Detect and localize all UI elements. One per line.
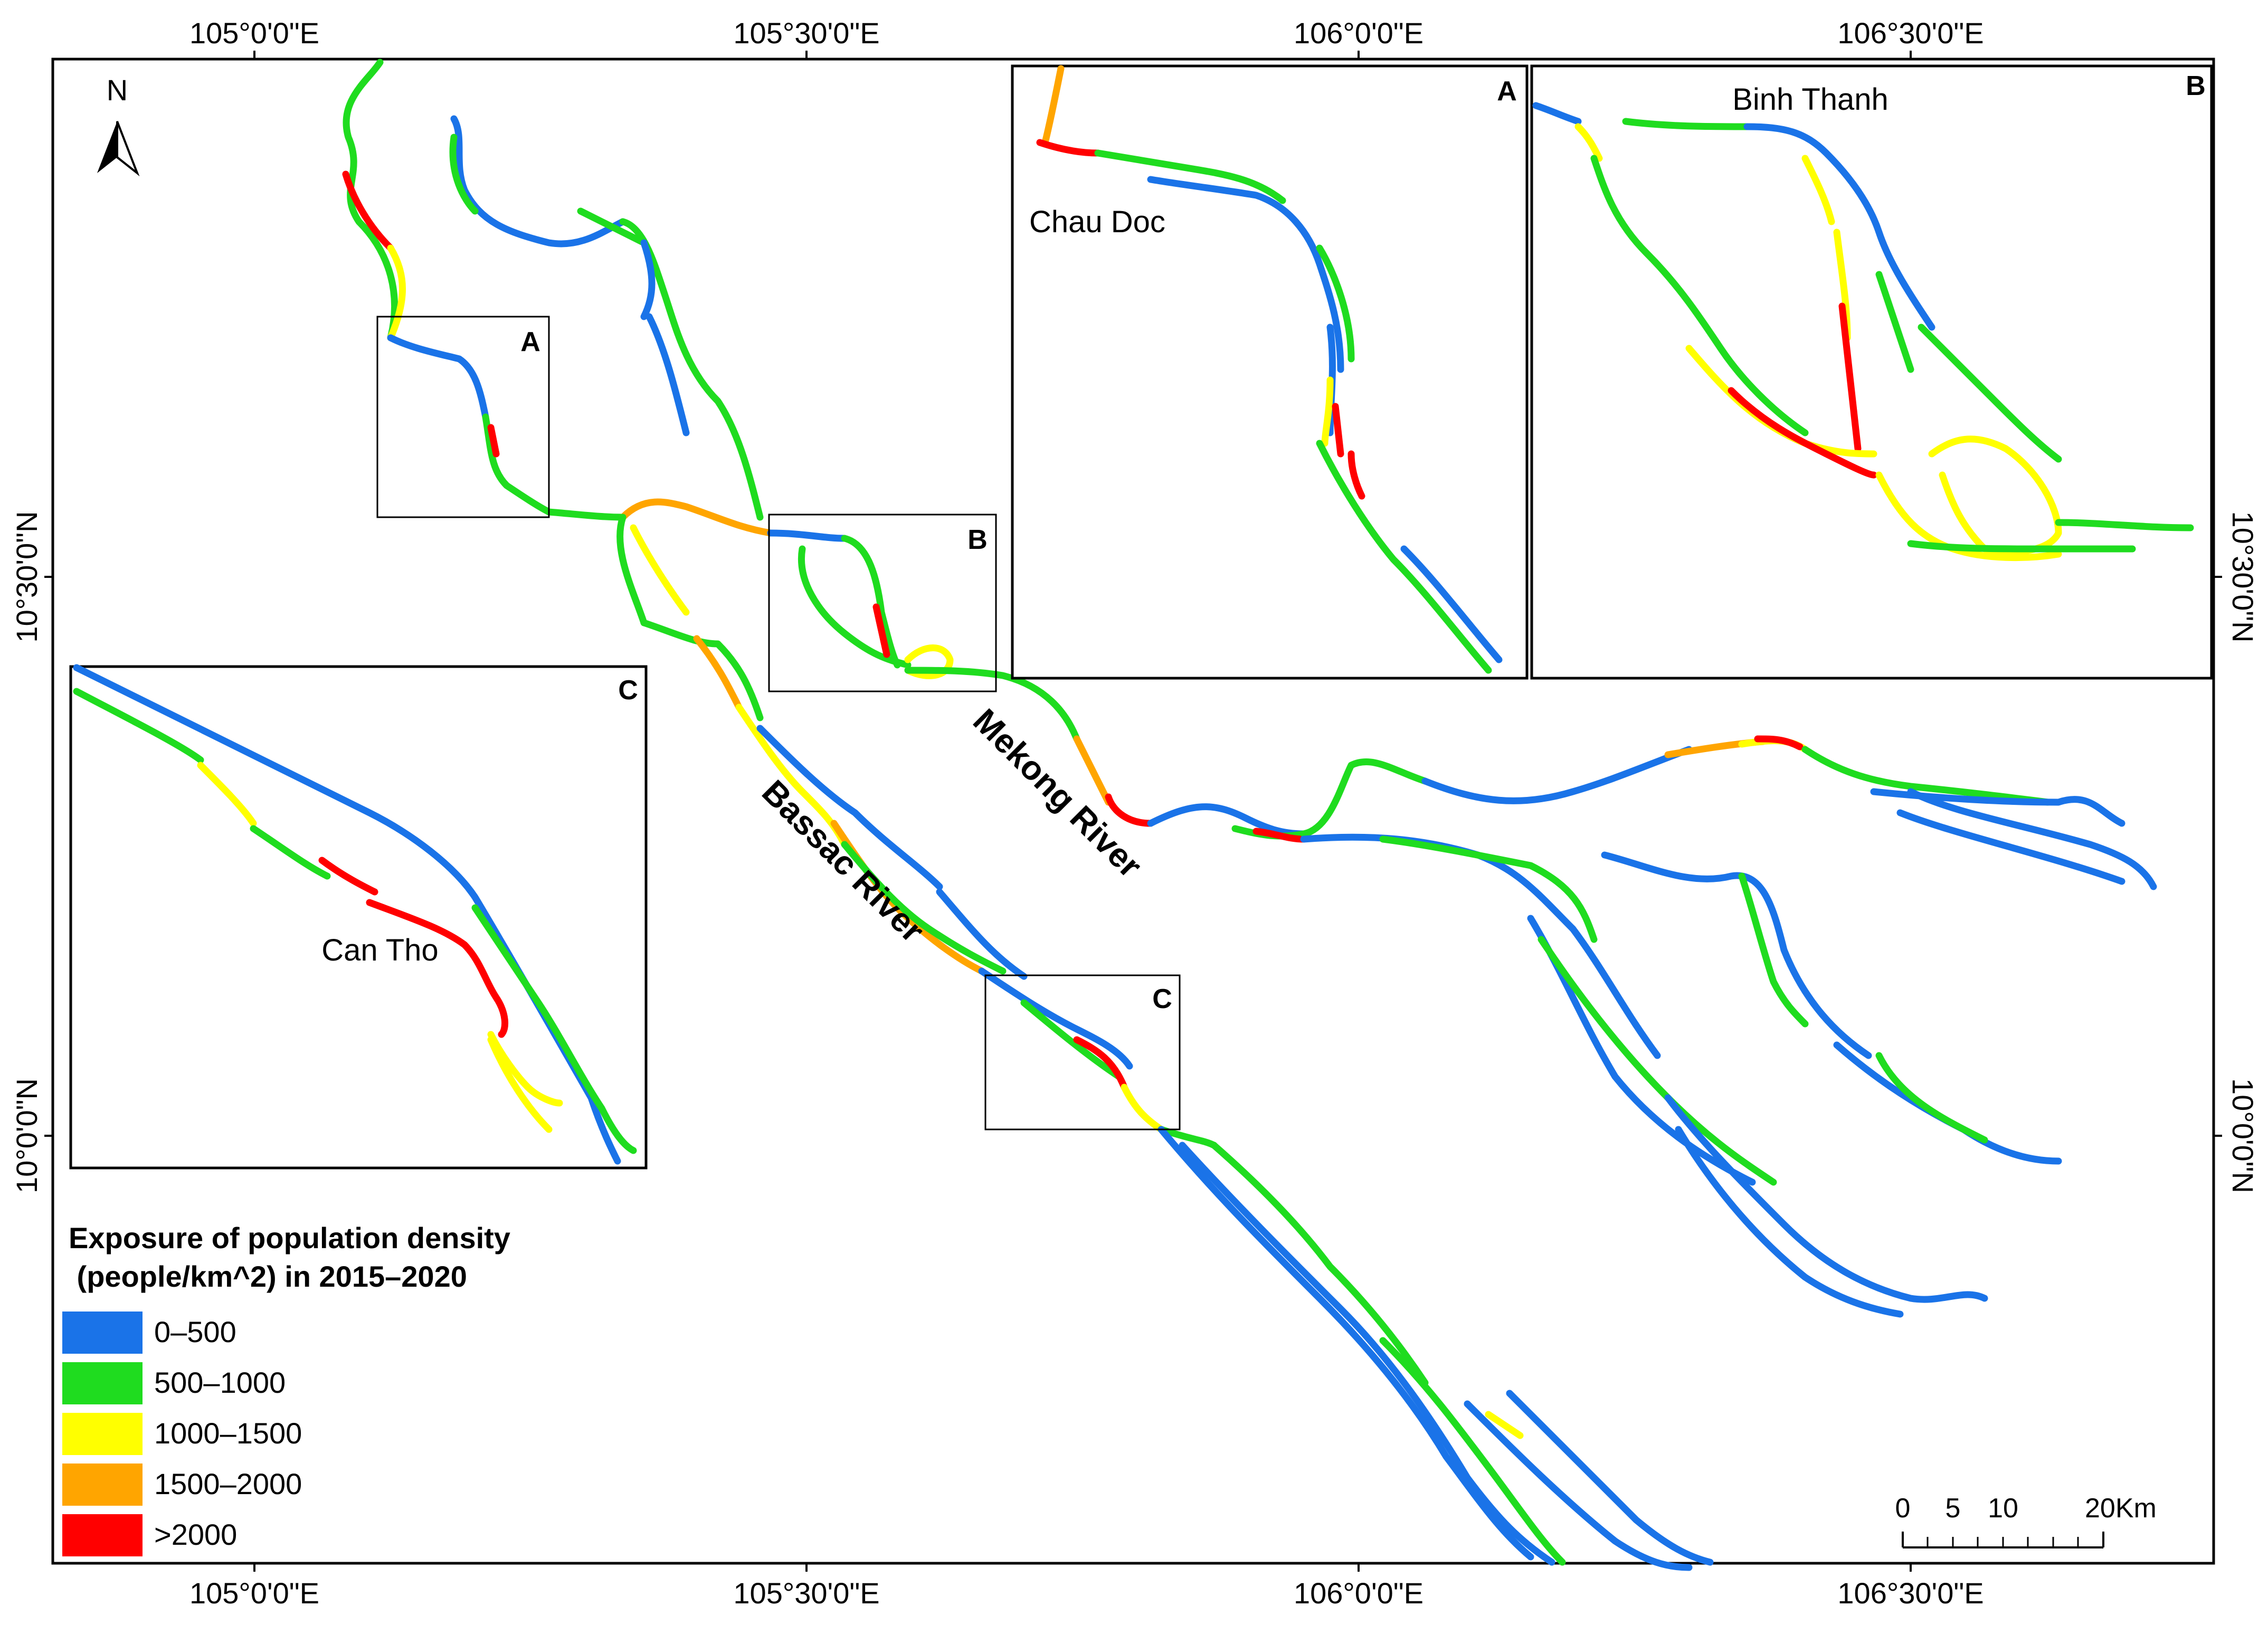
legend: Exposure of population density (people/k… (62, 1221, 510, 1556)
scale-label-20: 20Km (2085, 1493, 2157, 1524)
extent-box-a (376, 316, 550, 518)
longitude-ticks-top: 105°0'0"E 105°30'0"E 106°0'0"E 106°30'0"… (189, 16, 1984, 59)
inset-a-letter: A (1497, 76, 1517, 107)
scale-label-5: 5 (1946, 1493, 1961, 1524)
inset-c-letter: C (618, 675, 638, 706)
legend-swatch (62, 1312, 143, 1354)
extent-box-c (984, 974, 1181, 1130)
extent-label-b: B (967, 525, 988, 555)
lon-tick-top-4: 106°30'0"E (1837, 16, 1984, 50)
lon-tick-top-1: 105°0'0"E (189, 16, 319, 50)
lat-tick-right-2: 10°0'0"N (2226, 1078, 2260, 1193)
inset-b: Binh Thanh B (1530, 64, 2213, 680)
legend-label: 1000–1500 (154, 1417, 302, 1450)
inset-b-place-label: Binh Thanh (1732, 82, 1889, 117)
legend-label: 500–1000 (154, 1366, 286, 1399)
inset-c-frame (69, 665, 648, 1170)
legend-label: 0–500 (154, 1315, 236, 1348)
north-arrow-icon: N (97, 73, 140, 177)
scale-label-0: 0 (1895, 1493, 1911, 1524)
inset-a-place-label: Chau Doc (1029, 205, 1165, 239)
latitude-ticks: 10°30'0"N 10°0'0"N 10°30'0"N 10°0'0"N (10, 511, 2260, 1193)
legend-title-line1: Exposure of population density (69, 1221, 510, 1255)
lon-tick-bottom-1: 105°0'0"E (189, 1576, 319, 1610)
main-river-network (342, 59, 2157, 1571)
scale-label-10: 10 (1988, 1493, 2018, 1524)
lat-tick-left-2: 10°0'0"N (10, 1078, 43, 1193)
lon-tick-bottom-4: 106°30'0"E (1837, 1576, 1984, 1610)
inset-c-place-label: Can Tho (321, 933, 438, 967)
inset-a: Chau Doc A (1011, 64, 1529, 680)
lon-tick-top-2: 105°30'0"E (733, 16, 879, 50)
inset-b-letter: B (2186, 71, 2206, 101)
extent-box-b (768, 514, 997, 692)
inset-c: Can Tho C (69, 664, 648, 1170)
legend-items: 0–500 500–1000 1000–1500 1500–2000 >2000 (62, 1312, 302, 1556)
lat-tick-left-1: 10°30'0"N (10, 511, 43, 642)
scale-bar: 0 5 10 20Km (1895, 1493, 2157, 1548)
lon-tick-bottom-3: 106°0'0"E (1294, 1576, 1424, 1610)
legend-swatch (62, 1413, 143, 1455)
extent-label-c: C (1152, 984, 1172, 1014)
legend-label: >2000 (154, 1518, 237, 1551)
north-label: N (107, 73, 128, 107)
legend-swatch (62, 1514, 143, 1556)
lon-tick-top-3: 106°0'0"E (1294, 16, 1424, 50)
lon-tick-bottom-2: 105°30'0"E (733, 1576, 879, 1610)
extent-label-a: A (520, 327, 540, 357)
legend-swatch (62, 1362, 143, 1404)
lat-tick-right-1: 10°30'0"N (2226, 511, 2260, 642)
legend-swatch (62, 1464, 143, 1506)
longitude-ticks-bottom: 105°0'0"E 105°30'0"E 106°0'0"E 106°30'0"… (189, 1563, 1984, 1610)
legend-label: 1500–2000 (154, 1467, 302, 1500)
inset-b-frame (1530, 64, 2213, 680)
legend-title-line2: (people/km^2) in 2015–2020 (69, 1260, 467, 1293)
inset-a-frame (1011, 64, 1529, 680)
